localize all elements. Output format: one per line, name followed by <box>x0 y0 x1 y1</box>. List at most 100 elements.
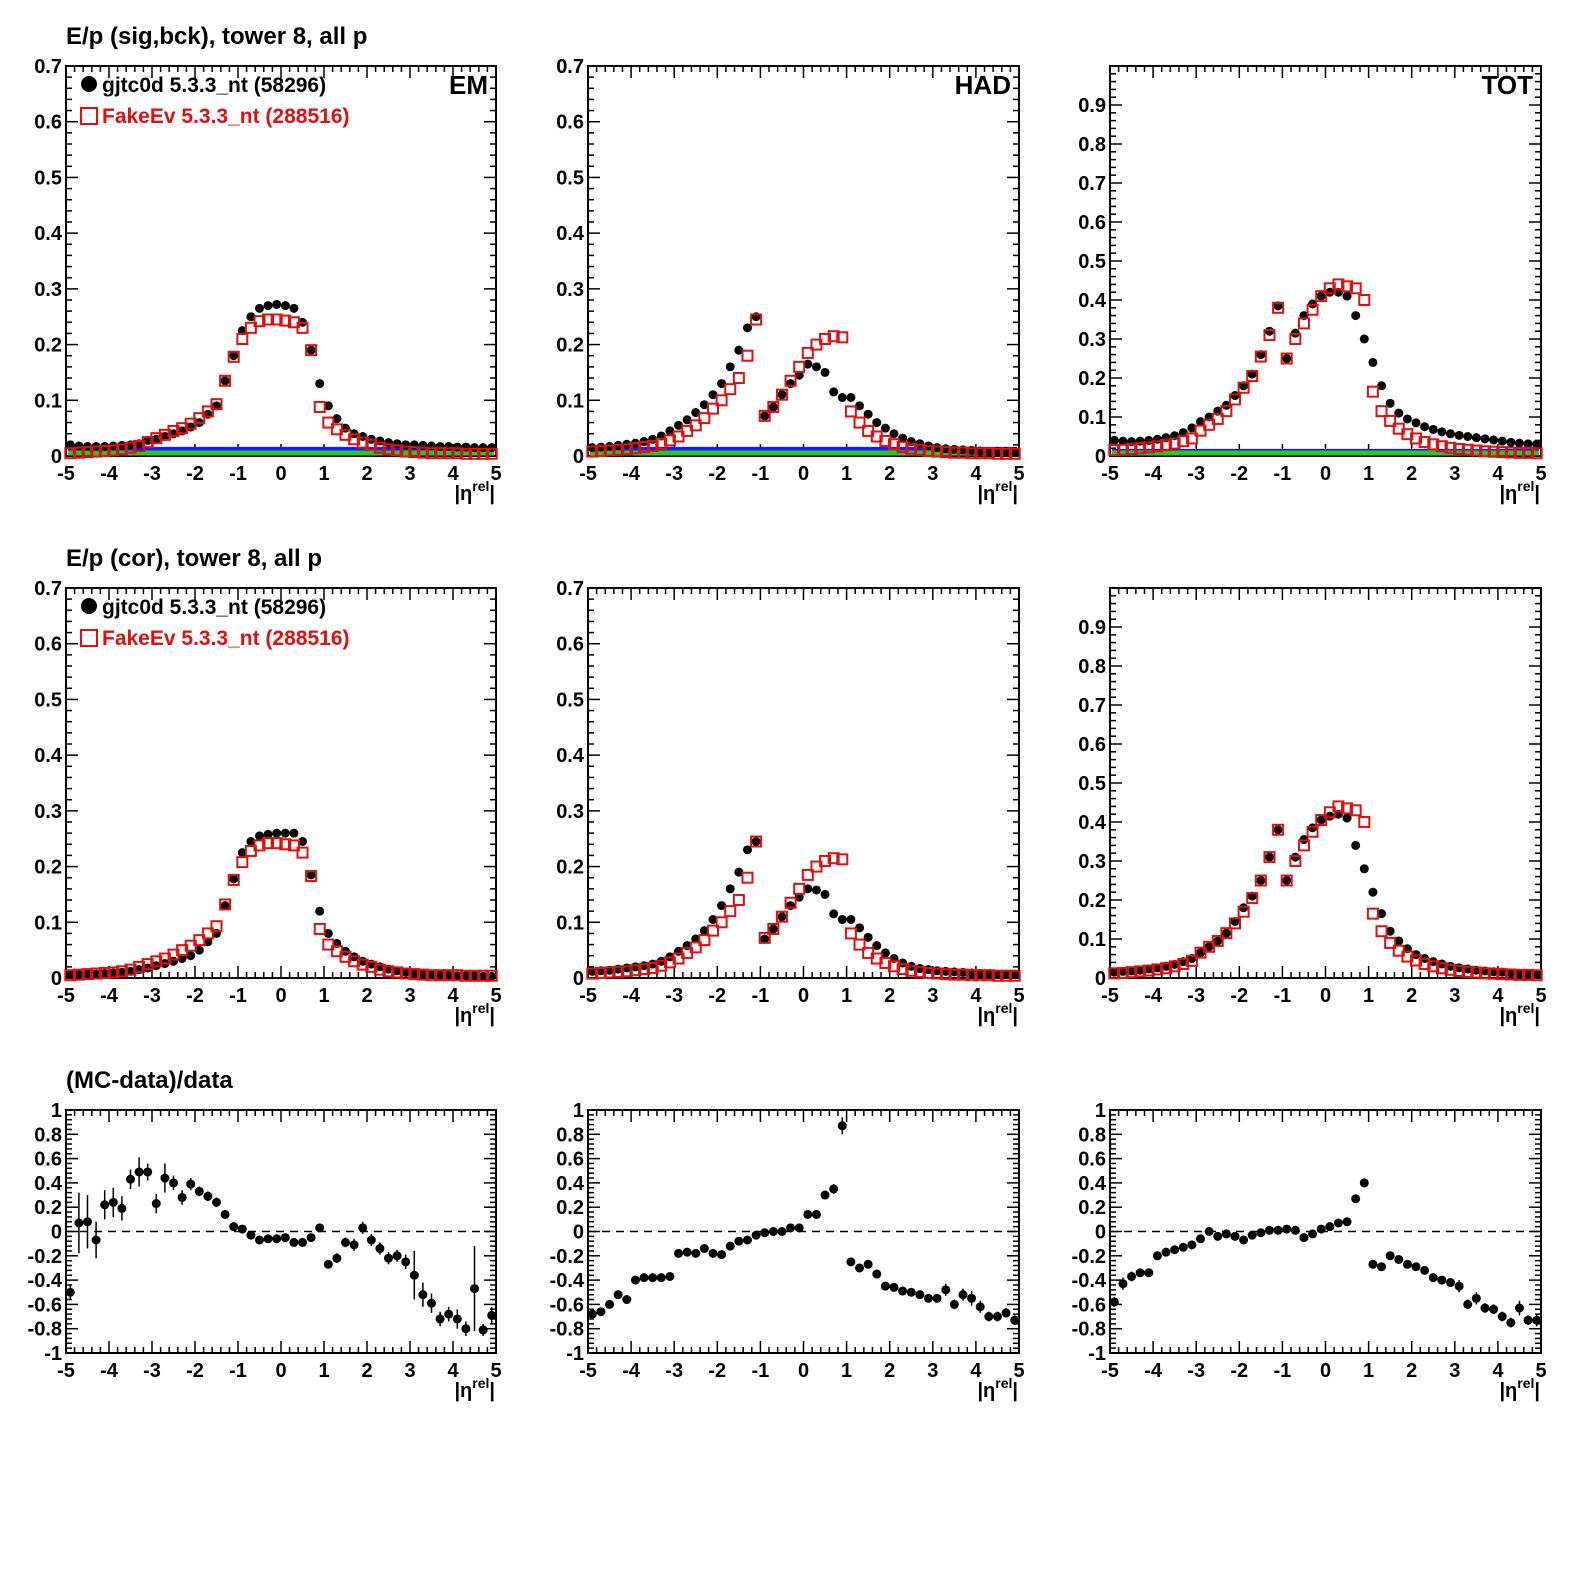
mc-point <box>629 442 642 455</box>
mc-point <box>1237 381 1250 394</box>
mc-point <box>956 968 969 981</box>
mc-point <box>150 955 163 968</box>
series-mc <box>64 313 498 460</box>
panel-1-3: -5 -4 -3 -2 -1 0 1 2 3 4 5|ηrel|00.10.20.30.40.50.… <box>1078 65 1547 505</box>
mc-point <box>931 445 944 458</box>
data-point <box>1118 436 1128 446</box>
data-point <box>452 442 462 452</box>
mc-point <box>974 447 987 460</box>
x-tick-label: -4 <box>100 463 119 485</box>
mc-point <box>1410 954 1423 967</box>
ratio-point <box>1368 1259 1378 1269</box>
mc-point <box>1297 839 1310 852</box>
x-tick-label: 2 <box>1406 463 1417 485</box>
x-axis-label-sup: rel <box>472 1000 489 1016</box>
y-tick-label: 0.4 <box>1078 290 1107 312</box>
data-point <box>65 440 75 450</box>
mc-point <box>646 961 659 974</box>
data-point <box>872 418 882 428</box>
x-axis: -5 -4 -3 -2 -1 0 1 2 3 4 5 <box>579 1110 1025 1382</box>
data-point <box>143 963 153 973</box>
data-point <box>742 845 752 855</box>
plot-frame <box>587 65 1020 457</box>
mc-point <box>758 931 771 944</box>
data-point <box>648 959 658 969</box>
data-point <box>846 915 856 924</box>
data-point <box>768 924 778 934</box>
x-axis: -5 -4 -3 -2 -1 0 1 2 3 4 5 <box>579 66 1025 485</box>
x-axis-label-end: | <box>489 483 495 505</box>
x-tick-label: 0 <box>275 463 286 485</box>
mc-point <box>1530 447 1543 460</box>
data-point <box>1523 969 1533 979</box>
data-point <box>898 433 908 443</box>
mc-point <box>1418 957 1431 970</box>
mc-point <box>399 445 412 458</box>
row-title-3: (MC-data)/data <box>66 1067 233 1094</box>
data-point <box>880 948 890 958</box>
ratio-point <box>803 1209 813 1219</box>
x-tick-label: 0 <box>798 463 809 485</box>
x-axis-label: |ηrel| <box>1499 478 1540 505</box>
data-point <box>605 442 615 452</box>
data-point <box>272 299 282 309</box>
ratio-point <box>691 1248 701 1258</box>
mc-point <box>1418 435 1431 448</box>
data-point <box>1230 391 1240 401</box>
x-axis-label-end: | <box>489 1005 495 1027</box>
ratio-point <box>648 1273 658 1283</box>
data-point <box>255 303 264 313</box>
mc-point <box>1280 352 1293 365</box>
data-point <box>1187 423 1197 433</box>
ratio-point <box>151 1199 161 1209</box>
mc-point <box>750 313 763 326</box>
mc-point <box>270 837 283 850</box>
mc-point <box>115 443 128 456</box>
mc-point <box>1272 823 1285 836</box>
data-point <box>915 439 925 449</box>
ratio-point <box>596 1307 606 1317</box>
x-axis-label-sup: rel <box>472 478 489 494</box>
mc-point <box>991 447 1004 460</box>
ratio-point <box>435 1314 445 1324</box>
mc-point <box>442 969 455 982</box>
x-tick-label: -4 <box>100 985 119 1007</box>
x-tick-label: 2 <box>884 1360 895 1382</box>
ratio-point <box>384 1253 393 1263</box>
data-point <box>1514 438 1524 448</box>
mc-point <box>133 439 146 452</box>
ratio-series <box>587 1117 1020 1326</box>
ratio-point <box>1402 1259 1412 1269</box>
mc-point <box>1496 446 1509 459</box>
mc-point <box>210 398 223 411</box>
data-point <box>478 971 488 981</box>
x-tick-label: 1 <box>1363 1360 1374 1382</box>
mc-point <box>201 927 214 940</box>
mc-point <box>382 965 395 978</box>
mc-point <box>965 447 978 460</box>
mc-point <box>620 443 633 456</box>
data-point <box>880 423 890 433</box>
ratio-point <box>932 1293 942 1303</box>
y-tick-label: 0.7 <box>34 56 62 78</box>
x-axis-label: |ηrel| <box>977 1000 1018 1027</box>
mc-point <box>836 853 849 866</box>
data-point <box>1213 936 1223 946</box>
x-axis-label-sup: rel <box>472 1375 489 1391</box>
mc-point <box>888 960 901 973</box>
x-tick-label: 5 <box>1013 463 1024 485</box>
y-tick-label: 0.5 <box>556 689 584 711</box>
ratio-point <box>1001 1308 1011 1318</box>
mc-point <box>64 969 77 982</box>
data-point <box>91 969 101 979</box>
ratio-point <box>358 1223 368 1233</box>
y-tick-label: 0.9 <box>1078 95 1106 117</box>
mc-point <box>382 443 395 456</box>
series-mc <box>586 835 1021 982</box>
data-point <box>1411 418 1421 428</box>
mc-point <box>253 315 266 328</box>
mc-point <box>612 965 625 978</box>
series-mc <box>64 837 498 982</box>
legend-label-data: gjtc0d 5.3.3_nt (58296) <box>102 74 326 97</box>
x-tick-label: 4 <box>1492 1360 1504 1382</box>
